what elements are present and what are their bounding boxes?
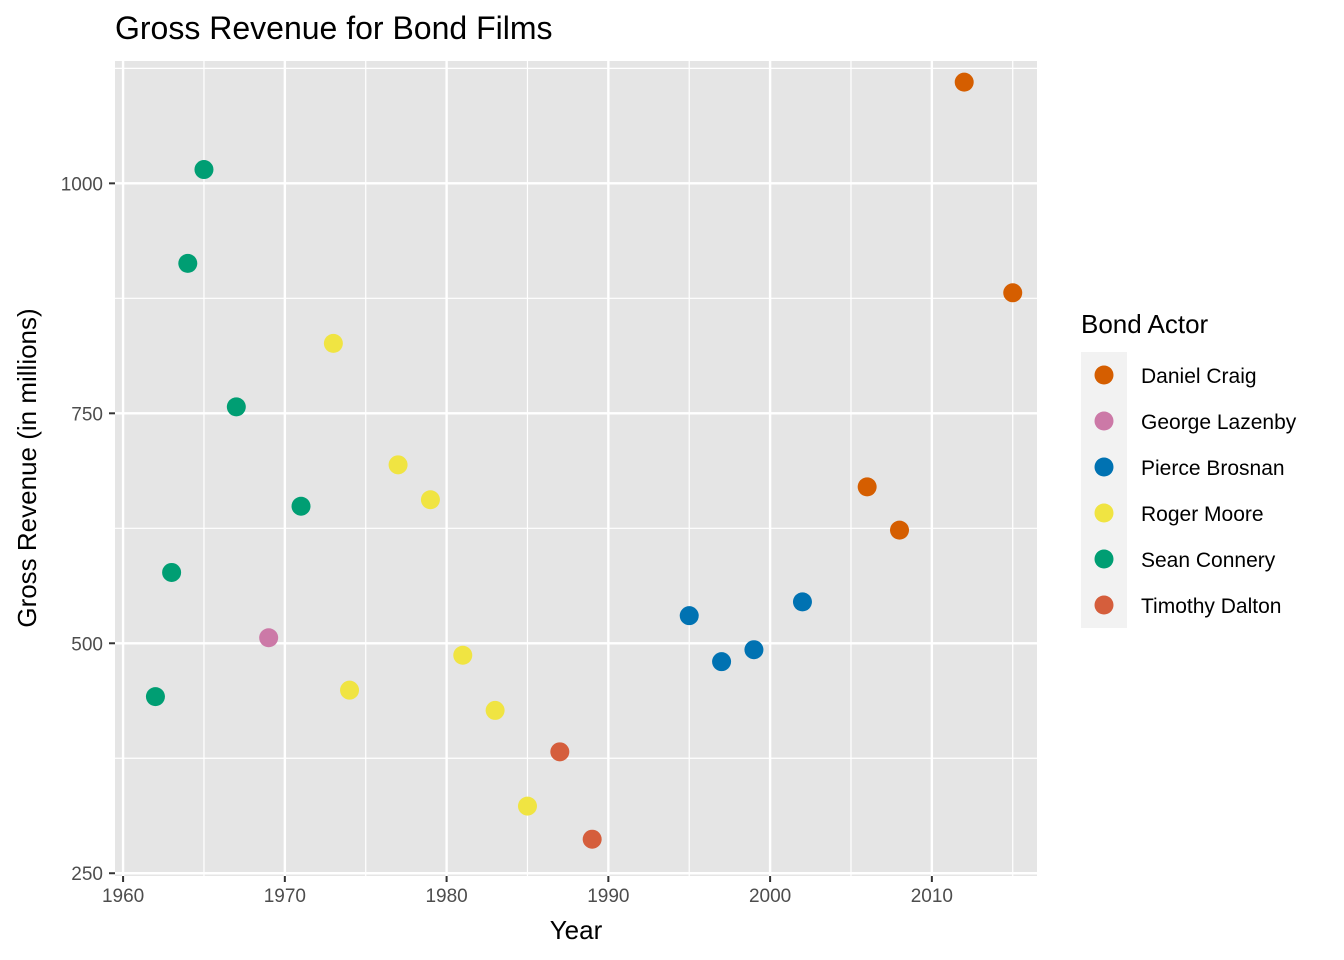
- y-tick-label: 750: [71, 404, 103, 425]
- data-point: [162, 562, 182, 582]
- data-point: [388, 455, 408, 475]
- x-tick-label: 1980: [425, 886, 467, 907]
- legend-label: Roger Moore: [1141, 503, 1264, 526]
- legend-key: [1094, 365, 1114, 385]
- data-point: [954, 72, 974, 92]
- data-point: [857, 477, 877, 497]
- data-point: [226, 397, 246, 417]
- data-point: [453, 645, 473, 665]
- data-point: [340, 680, 360, 700]
- legend-key-background: [1081, 352, 1127, 628]
- data-point: [679, 606, 699, 626]
- data-point: [582, 829, 602, 849]
- legend-label: Timothy Dalton: [1141, 595, 1281, 618]
- data-point: [890, 520, 910, 540]
- legend-label: George Lazenby: [1141, 411, 1297, 434]
- legend-key: [1094, 595, 1114, 615]
- x-tick-label: 1970: [264, 886, 306, 907]
- y-tick-label: 500: [71, 634, 103, 655]
- data-point: [744, 640, 764, 660]
- data-point: [517, 796, 537, 816]
- legend-key: [1094, 457, 1114, 477]
- data-point: [194, 160, 214, 180]
- data-point: [323, 333, 343, 353]
- legend-key: [1094, 549, 1114, 569]
- data-point: [291, 496, 311, 516]
- legend: Bond Actor Daniel Craig George Lazenby Pie…: [1081, 309, 1297, 628]
- data-point: [792, 592, 812, 612]
- data-point: [1003, 283, 1023, 303]
- data-point: [145, 687, 165, 707]
- data-point: [259, 628, 279, 648]
- data-point: [178, 253, 198, 273]
- y-tick-label: 1000: [61, 174, 103, 195]
- plot-panel: [115, 61, 1037, 876]
- legend-key: [1094, 411, 1114, 431]
- legend-label: Daniel Craig: [1141, 365, 1257, 388]
- x-tick-label: 1960: [102, 886, 144, 907]
- y-tick-label: 250: [71, 864, 103, 885]
- x-tick-label: 1990: [587, 886, 629, 907]
- x-axis-title: Year: [550, 915, 603, 945]
- data-points: [145, 72, 1023, 849]
- y-axis: 250 500 750 1000: [61, 174, 115, 885]
- x-axis: 1960 1970 1980 1990 2000 2010: [102, 876, 953, 907]
- data-point: [420, 490, 440, 510]
- legend-key: [1094, 503, 1114, 523]
- y-axis-title: Gross Revenue (in millions): [12, 308, 42, 627]
- legend-title: Bond Actor: [1081, 309, 1209, 339]
- data-point: [550, 742, 570, 762]
- minor-gridlines: [115, 61, 1037, 876]
- x-tick-label: 2010: [911, 886, 953, 907]
- data-point: [485, 700, 505, 720]
- x-tick-label: 2000: [749, 886, 791, 907]
- chart-title: Gross Revenue for Bond Films: [115, 10, 553, 46]
- legend-label: Pierce Brosnan: [1141, 457, 1285, 480]
- data-point: [712, 652, 732, 672]
- legend-label: Sean Connery: [1141, 549, 1276, 572]
